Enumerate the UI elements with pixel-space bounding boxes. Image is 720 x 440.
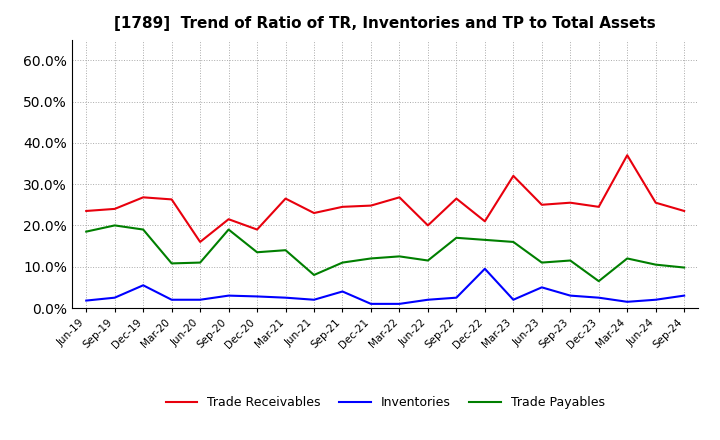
Line: Inventories: Inventories bbox=[86, 269, 684, 304]
Trade Receivables bbox=[225, 216, 233, 222]
Trade Payables bbox=[338, 260, 347, 265]
Inventories bbox=[680, 293, 688, 298]
Inventories bbox=[509, 297, 518, 302]
Trade Receivables bbox=[423, 223, 432, 228]
Trade Receivables bbox=[395, 194, 404, 200]
Inventories bbox=[139, 282, 148, 288]
Trade Payables bbox=[282, 248, 290, 253]
Trade Payables bbox=[167, 261, 176, 266]
Inventories bbox=[338, 289, 347, 294]
Legend: Trade Receivables, Inventories, Trade Payables: Trade Receivables, Inventories, Trade Pa… bbox=[161, 392, 610, 414]
Trade Receivables bbox=[196, 239, 204, 245]
Trade Receivables bbox=[680, 208, 688, 213]
Trade Payables bbox=[110, 223, 119, 228]
Trade Receivables bbox=[253, 227, 261, 232]
Inventories bbox=[82, 298, 91, 303]
Trade Payables bbox=[652, 262, 660, 267]
Trade Payables bbox=[366, 256, 375, 261]
Trade Payables bbox=[537, 260, 546, 265]
Inventories bbox=[537, 285, 546, 290]
Trade Receivables bbox=[652, 200, 660, 205]
Trade Receivables bbox=[595, 204, 603, 209]
Trade Receivables bbox=[623, 153, 631, 158]
Trade Payables bbox=[253, 249, 261, 255]
Trade Receivables bbox=[82, 208, 91, 213]
Inventories bbox=[395, 301, 404, 307]
Inventories bbox=[595, 295, 603, 301]
Trade Payables bbox=[509, 239, 518, 245]
Line: Trade Receivables: Trade Receivables bbox=[86, 155, 684, 242]
Trade Receivables bbox=[509, 173, 518, 179]
Trade Receivables bbox=[310, 210, 318, 216]
Inventories bbox=[623, 299, 631, 304]
Trade Payables bbox=[423, 258, 432, 263]
Inventories bbox=[480, 266, 489, 271]
Trade Receivables bbox=[537, 202, 546, 207]
Inventories bbox=[110, 295, 119, 301]
Trade Payables bbox=[310, 272, 318, 278]
Trade Receivables bbox=[366, 203, 375, 208]
Trade Payables bbox=[566, 258, 575, 263]
Trade Payables bbox=[480, 237, 489, 242]
Inventories bbox=[225, 293, 233, 298]
Trade Payables bbox=[680, 265, 688, 270]
Inventories bbox=[452, 295, 461, 301]
Inventories bbox=[423, 297, 432, 302]
Trade Payables bbox=[196, 260, 204, 265]
Trade Receivables bbox=[566, 200, 575, 205]
Title: [1789]  Trend of Ratio of TR, Inventories and TP to Total Assets: [1789] Trend of Ratio of TR, Inventories… bbox=[114, 16, 656, 32]
Inventories bbox=[167, 297, 176, 302]
Inventories bbox=[566, 293, 575, 298]
Trade Payables bbox=[452, 235, 461, 240]
Inventories bbox=[282, 295, 290, 301]
Inventories bbox=[196, 297, 204, 302]
Inventories bbox=[253, 294, 261, 299]
Inventories bbox=[652, 297, 660, 302]
Trade Receivables bbox=[480, 219, 489, 224]
Trade Payables bbox=[225, 227, 233, 232]
Trade Payables bbox=[82, 229, 91, 234]
Trade Payables bbox=[623, 256, 631, 261]
Trade Receivables bbox=[338, 204, 347, 209]
Inventories bbox=[310, 297, 318, 302]
Trade Payables bbox=[595, 279, 603, 284]
Trade Receivables bbox=[282, 196, 290, 201]
Inventories bbox=[366, 301, 375, 307]
Trade Payables bbox=[139, 227, 148, 232]
Trade Payables bbox=[395, 254, 404, 259]
Trade Receivables bbox=[167, 197, 176, 202]
Line: Trade Payables: Trade Payables bbox=[86, 225, 684, 281]
Trade Receivables bbox=[110, 206, 119, 212]
Trade Receivables bbox=[139, 194, 148, 200]
Trade Receivables bbox=[452, 196, 461, 201]
